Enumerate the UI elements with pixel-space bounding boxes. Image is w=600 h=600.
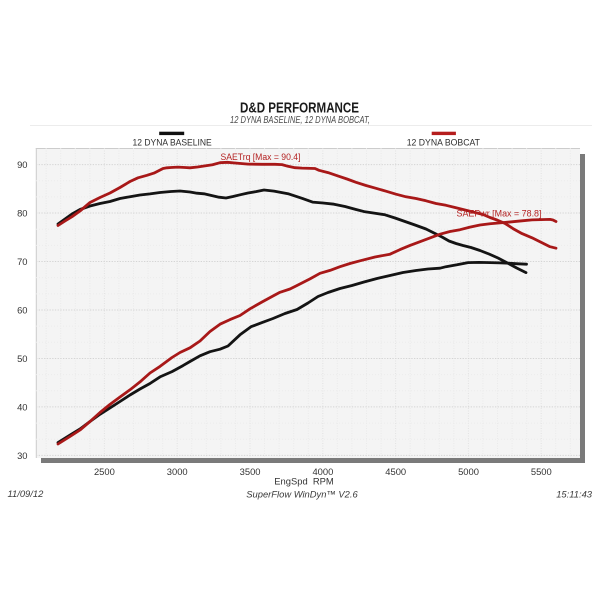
svg-text:12 DYNA BASELINE: 12 DYNA BASELINE — [133, 138, 212, 148]
svg-text:70: 70 — [17, 256, 27, 267]
svg-text:5000: 5000 — [458, 466, 479, 477]
svg-text:11/09/12: 11/09/12 — [8, 488, 45, 499]
svg-text:50: 50 — [17, 353, 27, 364]
svg-text:12 DYNA BOBCAT: 12 DYNA BOBCAT — [407, 138, 481, 148]
svg-text:SAEPwr [Max = 78.8]: SAEPwr [Max = 78.8] — [457, 209, 542, 220]
svg-text:4000: 4000 — [312, 466, 333, 477]
svg-text:SAETrq [Max = 90.4]: SAETrq [Max = 90.4] — [221, 152, 301, 163]
svg-text:3000: 3000 — [167, 466, 188, 477]
svg-text:D&D PERFORMANCE: D&D PERFORMANCE — [240, 101, 359, 117]
svg-text:30: 30 — [17, 450, 27, 461]
svg-text:60: 60 — [17, 305, 27, 316]
svg-text:90: 90 — [17, 159, 27, 170]
svg-text:2500: 2500 — [94, 466, 115, 477]
svg-text:EngSpd RPM: EngSpd RPM — [274, 475, 334, 486]
svg-text:5500: 5500 — [531, 466, 552, 477]
svg-text:40: 40 — [17, 401, 27, 412]
svg-text:4500: 4500 — [385, 466, 406, 477]
svg-text:15:11:43: 15:11:43 — [556, 489, 593, 500]
svg-text:80: 80 — [17, 208, 27, 219]
svg-text:12 DYNA BASELINE, 12 DYNA BOBC: 12 DYNA BASELINE, 12 DYNA BOBCAT, — [230, 115, 370, 126]
svg-text:SuperFlow WinDyn™ V2.6: SuperFlow WinDyn™ V2.6 — [246, 488, 358, 499]
svg-text:3500: 3500 — [240, 466, 261, 477]
